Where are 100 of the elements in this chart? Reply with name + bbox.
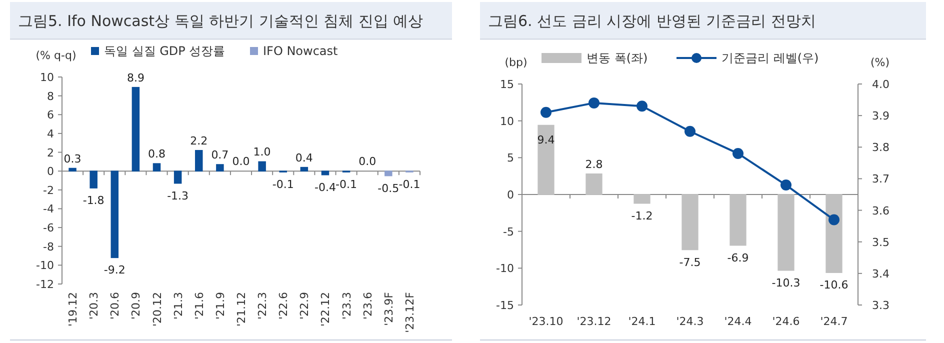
y-tick-label: 6 xyxy=(47,108,54,122)
x-tick-label: '24.7 xyxy=(820,315,848,328)
y-tick-label: 15 xyxy=(500,78,514,91)
data-label: -9.2 xyxy=(104,264,126,277)
x-tick-label: '23.12 xyxy=(576,315,612,328)
y-tick-label: 0 xyxy=(47,165,54,178)
data-label: -0.5 xyxy=(378,182,400,195)
y-tick-label: 2 xyxy=(47,146,54,160)
data-label: 0.0 xyxy=(232,155,250,168)
y-tick-label: -15 xyxy=(496,299,514,312)
data-label: -1.3 xyxy=(167,189,189,202)
y2-axis-title: (%) xyxy=(870,56,890,69)
legend-label: 변동 폭(좌) xyxy=(586,51,648,65)
point xyxy=(684,126,696,137)
x-tick-label: '22.6 xyxy=(277,292,290,320)
y-tick-label: 10 xyxy=(500,114,514,128)
point xyxy=(588,97,600,108)
x-tick-label: '20.9 xyxy=(130,292,143,320)
bar xyxy=(216,164,224,172)
data-label: -0.1 xyxy=(336,178,358,192)
y2-tick-label: 4.0 xyxy=(872,78,890,91)
x-tick-label: '20.6 xyxy=(108,292,122,320)
chart-title: 그림5. Ifo Nowcast상 독일 하반기 기술적인 침체 진입 예상 xyxy=(18,12,424,30)
y2-tick-label: 3.8 xyxy=(872,141,890,154)
data-label: -0.4 xyxy=(314,180,336,194)
y2-tick-label: 3.4 xyxy=(872,267,890,280)
data-label: 0.3 xyxy=(64,152,82,166)
data-label: 0.0 xyxy=(358,155,376,168)
x-tick-label: '22.12 xyxy=(319,292,332,327)
data-label: 0.8 xyxy=(148,148,166,161)
data-label: -1.2 xyxy=(631,209,653,222)
data-label: -0.1 xyxy=(272,178,294,192)
y-tick-label: 8 xyxy=(47,90,54,103)
data-label: 2.2 xyxy=(190,134,208,148)
bar xyxy=(174,170,182,184)
point xyxy=(540,106,552,118)
y-axis-title: (bp) xyxy=(504,56,528,69)
bar xyxy=(321,170,330,176)
bar xyxy=(110,170,119,258)
data-label: -0.1 xyxy=(398,178,420,192)
y-tick-label: -6 xyxy=(43,222,54,235)
y-tick-label: -5 xyxy=(503,225,514,238)
bar xyxy=(68,168,76,172)
point xyxy=(732,148,744,159)
y-tick-label: -2 xyxy=(43,184,54,197)
bar xyxy=(300,166,308,172)
point xyxy=(636,100,648,112)
data-label: -1.8 xyxy=(82,194,104,208)
bar xyxy=(634,194,650,204)
x-tick-label: '24.6 xyxy=(772,315,800,328)
bar xyxy=(730,194,746,246)
data-label: -10.6 xyxy=(820,278,848,292)
x-tick-label: '23.9F xyxy=(382,292,396,326)
bar xyxy=(778,194,794,271)
x-tick-label: '23.6 xyxy=(361,292,374,320)
y-tick-label: -10 xyxy=(36,259,54,272)
data-label: 9.4 xyxy=(537,133,555,146)
data-label: 0.7 xyxy=(211,148,229,162)
x-tick-label: '21.6 xyxy=(192,292,206,320)
bar xyxy=(682,194,698,250)
data-label: 2.8 xyxy=(585,158,603,171)
data-label: -7.5 xyxy=(679,256,701,269)
data-label: -10.3 xyxy=(772,276,800,290)
x-tick-label: '20.12 xyxy=(150,292,164,327)
x-tick-label: '24.4 xyxy=(724,315,752,328)
y-tick-label: 10 xyxy=(40,71,54,84)
bar xyxy=(538,124,554,195)
y2-tick-label: 3.6 xyxy=(872,204,890,218)
legend-label: 기준금리 레벨(우) xyxy=(722,51,819,65)
bar xyxy=(384,170,392,176)
x-tick-label: '22.9 xyxy=(298,292,312,320)
point xyxy=(780,180,792,191)
y-tick-label: -10 xyxy=(496,262,514,276)
x-tick-label: '23.12F xyxy=(403,292,416,333)
data-label: 1.0 xyxy=(253,146,271,159)
x-tick-label: '21.3 xyxy=(172,292,185,320)
y-tick-label: 5 xyxy=(507,152,514,165)
data-label: 0.4 xyxy=(295,151,313,164)
legend-label: IFO Nowcast xyxy=(263,44,338,58)
y-axis-title: (% q-q) xyxy=(36,49,76,62)
x-tick-label: '24.3 xyxy=(676,315,704,328)
y-tick-label: -4 xyxy=(43,202,54,216)
x-tick-label: '21.9 xyxy=(214,292,227,320)
y2-tick-label: 3.5 xyxy=(872,236,890,249)
bar xyxy=(826,194,842,273)
bar xyxy=(586,173,602,195)
x-tick-label: '23.3 xyxy=(340,292,354,320)
x-tick-label: '20.3 xyxy=(88,292,101,320)
y-tick-label: 4 xyxy=(47,127,54,140)
bar xyxy=(132,86,140,172)
x-tick-label: '23.10 xyxy=(528,315,564,328)
bar xyxy=(90,170,98,188)
x-tick-label: '19.12 xyxy=(66,292,80,327)
y2-tick-label: 3.9 xyxy=(872,110,890,123)
x-tick-label: '22.3 xyxy=(256,292,270,320)
chart-title: 그림6. 선도 금리 시장에 반영된 기준금리 전망치 xyxy=(488,12,816,30)
data-label: 8.9 xyxy=(126,71,144,84)
legend-label: 독일 실질 GDP 성장률 xyxy=(104,44,226,58)
y2-tick-label: 3.7 xyxy=(872,172,890,186)
bar xyxy=(258,161,266,172)
